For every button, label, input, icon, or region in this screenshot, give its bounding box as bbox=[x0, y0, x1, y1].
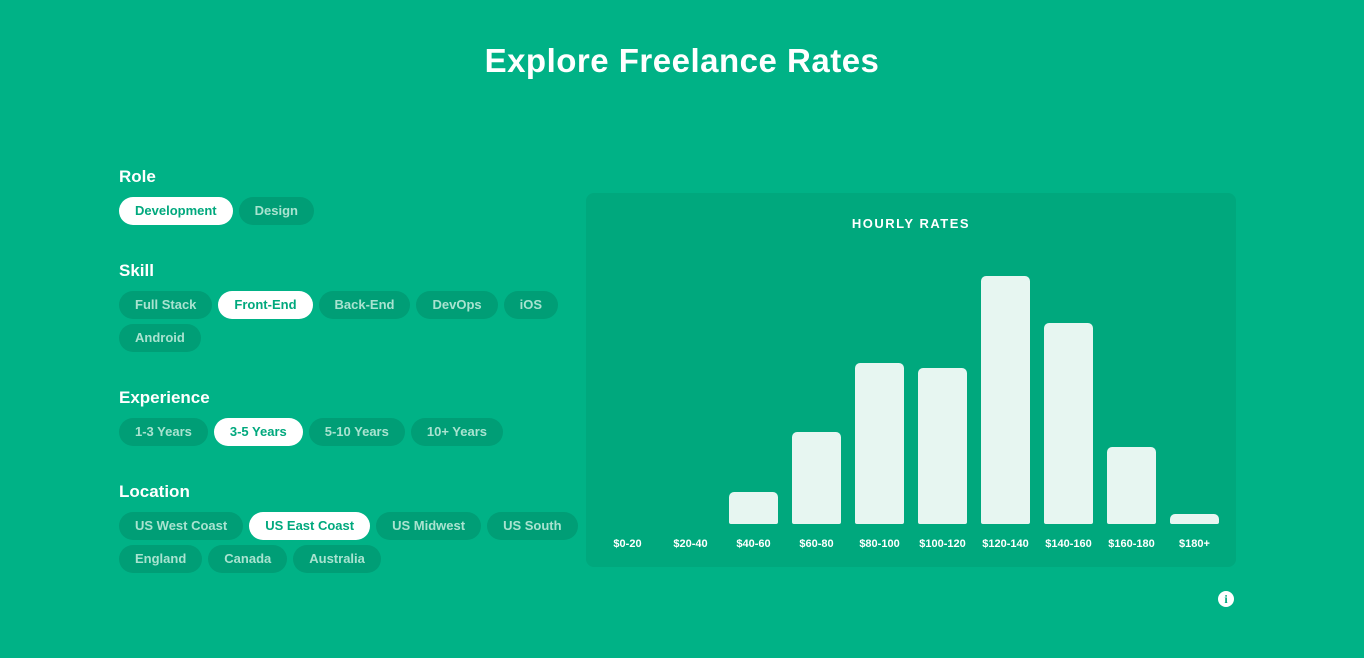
filter-chip-full-stack[interactable]: Full Stack bbox=[119, 291, 213, 319]
bar-category-label: $180+ bbox=[1179, 538, 1210, 550]
chip-row: 1-3 Years 3-5 Years 5-10 Years 10+ Years bbox=[119, 418, 599, 451]
filters-column: Role Development Design Skill Full Stack Fron… bbox=[119, 167, 599, 609]
filter-chip-australia[interactable]: Australia bbox=[293, 545, 381, 573]
bar-category-label: $40-60 bbox=[736, 538, 771, 550]
filter-chip-android[interactable]: Android bbox=[119, 324, 201, 352]
bar-slot-180-plus: $180+ bbox=[1163, 514, 1226, 551]
info-icon[interactable]: i bbox=[1218, 591, 1234, 607]
chip-row: Full Stack Front-End Back-End DevOps iOS Andr… bbox=[119, 291, 599, 357]
filter-chip-5-10-years[interactable]: 5-10 Years bbox=[308, 418, 405, 446]
filter-chip-front-end[interactable]: Front-End bbox=[218, 291, 313, 319]
filter-section-experience: Experience 1-3 Years 3-5 Years 5-10 Years 10… bbox=[119, 388, 599, 451]
bar-40-60 bbox=[729, 492, 778, 524]
bar-category-label: $20-40 bbox=[673, 538, 708, 550]
chip-row: Development Design bbox=[119, 197, 599, 230]
filter-section-label: Experience bbox=[119, 388, 210, 407]
filter-section-location: Location US West Coast US East Coast US Mid… bbox=[119, 482, 599, 578]
bar-140-160 bbox=[1044, 323, 1093, 524]
bar-slot-20-40: $20-40 bbox=[659, 524, 722, 551]
bar-chart: $0-20 $20-40 $40-60 $60-80 $80-100 $100-120 $1… bbox=[596, 276, 1226, 551]
filter-chip-design[interactable]: Design bbox=[238, 197, 314, 225]
bar-120-140 bbox=[981, 276, 1030, 524]
filter-section-role: Role Development Design bbox=[119, 167, 599, 230]
bar-slot-160-180: $160-180 bbox=[1100, 447, 1163, 551]
filter-chip-canada[interactable]: Canada bbox=[208, 545, 288, 573]
bar-slot-0-20: $0-20 bbox=[596, 524, 659, 551]
bar-slot-80-100: $80-100 bbox=[848, 363, 911, 551]
chip-row: US West Coast US East Coast US Midwest US S… bbox=[119, 512, 599, 578]
bar-category-label: $80-100 bbox=[859, 538, 900, 550]
filter-chip-ios[interactable]: iOS bbox=[503, 291, 559, 319]
filter-chip-us-west-coast[interactable]: US West Coast bbox=[119, 512, 244, 540]
bar-category-label: $60-80 bbox=[799, 538, 834, 550]
bar-60-80 bbox=[792, 432, 841, 524]
page-title: Explore Freelance Rates bbox=[484, 42, 880, 79]
bar-160-180 bbox=[1107, 447, 1156, 524]
filter-section-label: Location bbox=[119, 482, 190, 501]
filter-section-label: Skill bbox=[119, 261, 154, 280]
bar-category-label: $160-180 bbox=[1108, 538, 1155, 550]
bar-slot-120-140: $120-140 bbox=[974, 276, 1037, 551]
filter-section-label: Role bbox=[119, 167, 156, 186]
bar-slot-140-160: $140-160 bbox=[1037, 323, 1100, 551]
filter-chip-devops[interactable]: DevOps bbox=[416, 291, 498, 319]
filter-chip-3-5-years[interactable]: 3-5 Years bbox=[213, 418, 303, 446]
filter-chip-10-plus-years[interactable]: 10+ Years bbox=[410, 418, 503, 446]
bar-category-label: $0-20 bbox=[613, 538, 642, 550]
filter-chip-us-south[interactable]: US South bbox=[487, 512, 578, 540]
filter-chip-us-midwest[interactable]: US Midwest bbox=[376, 512, 482, 540]
bar-slot-40-60: $40-60 bbox=[722, 492, 785, 551]
filter-chip-development[interactable]: Development bbox=[119, 197, 233, 225]
bar-80-100 bbox=[855, 363, 904, 524]
filter-chip-back-end[interactable]: Back-End bbox=[318, 291, 411, 319]
bar-slot-60-80: $60-80 bbox=[785, 432, 848, 551]
bar-slot-100-120: $100-120 bbox=[911, 368, 974, 551]
filter-chip-england[interactable]: England bbox=[119, 545, 203, 573]
bar-category-label: $120-140 bbox=[982, 538, 1029, 550]
hourly-rates-panel: HOURLY RATES $0-20 $20-40 $40-60 $60-80 $80-… bbox=[586, 193, 1236, 567]
filter-chip-us-east-coast[interactable]: US East Coast bbox=[249, 512, 371, 540]
bar-100-120 bbox=[918, 368, 967, 524]
filter-section-skill: Skill Full Stack Front-End Back-End DevOps iO… bbox=[119, 261, 599, 357]
bar-180-plus bbox=[1170, 514, 1219, 524]
bar-category-label: $140-160 bbox=[1045, 538, 1092, 550]
filter-chip-1-3-years[interactable]: 1-3 Years bbox=[119, 418, 208, 446]
chart-title: HOURLY RATES bbox=[851, 216, 971, 231]
bar-category-label: $100-120 bbox=[919, 538, 966, 550]
